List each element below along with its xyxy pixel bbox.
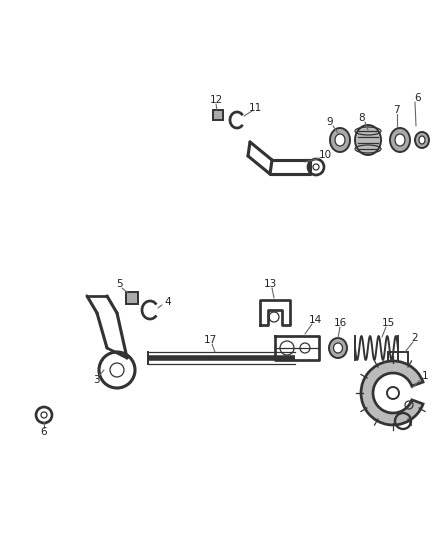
Text: 10: 10 <box>318 150 331 160</box>
Ellipse shape <box>354 125 380 155</box>
Ellipse shape <box>394 134 404 146</box>
Ellipse shape <box>418 136 424 144</box>
Text: 8: 8 <box>358 113 364 123</box>
Text: 12: 12 <box>209 95 222 105</box>
Ellipse shape <box>328 338 346 358</box>
Wedge shape <box>360 361 422 425</box>
Text: 9: 9 <box>326 117 332 127</box>
Bar <box>126 292 138 304</box>
Text: 5: 5 <box>117 279 123 289</box>
Ellipse shape <box>329 128 349 152</box>
Text: 1: 1 <box>421 371 427 381</box>
Text: 4: 4 <box>164 297 171 307</box>
Text: 6: 6 <box>41 427 47 437</box>
Text: 2: 2 <box>411 333 417 343</box>
Text: 14: 14 <box>307 315 321 325</box>
Bar <box>387 352 407 368</box>
Text: 17: 17 <box>203 335 216 345</box>
Text: 13: 13 <box>263 279 276 289</box>
Text: 3: 3 <box>92 375 99 385</box>
Text: 16: 16 <box>332 318 346 328</box>
Ellipse shape <box>414 132 428 148</box>
Ellipse shape <box>333 343 342 353</box>
Bar <box>212 110 223 120</box>
Ellipse shape <box>389 128 409 152</box>
Ellipse shape <box>334 134 344 146</box>
Text: 6: 6 <box>414 93 420 103</box>
Text: 7: 7 <box>392 105 399 115</box>
Text: 11: 11 <box>248 103 261 113</box>
Text: 15: 15 <box>381 318 394 328</box>
